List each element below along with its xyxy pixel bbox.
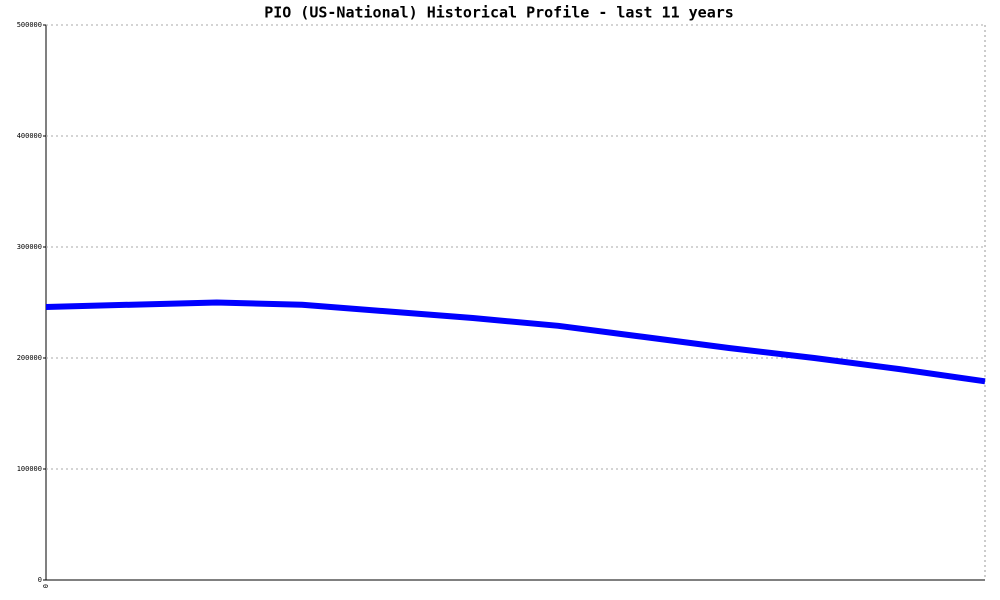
chart-title: PIO (US-National) Historical Profile - l… (264, 4, 734, 22)
y-tick-label: 0 (38, 576, 42, 584)
data-line (45, 299, 986, 385)
x-tick-label: 0 (42, 584, 50, 588)
y-tick-label: 100000 (17, 465, 42, 473)
y-tick-label: 500000 (17, 21, 42, 29)
y-tick-label: 200000 (17, 354, 42, 362)
y-tick-label: 400000 (17, 132, 42, 140)
y-tick-label: 300000 (17, 243, 42, 251)
